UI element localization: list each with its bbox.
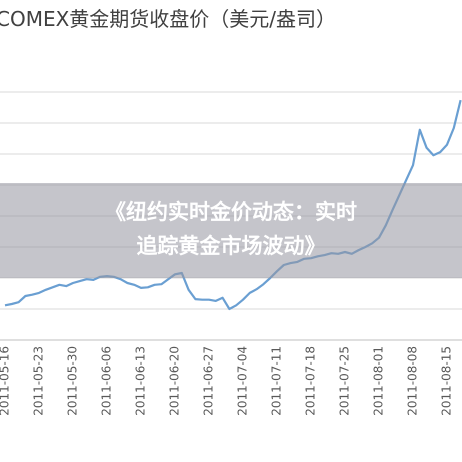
chart-title: COMEX黄金期货收盘价（美元/盎司） [0,7,336,31]
x-tick-label: 2011-06-27 [202,346,216,416]
x-tick-label: 2011-06-06 [100,346,114,416]
x-tick-label: 2011-08-01 [372,346,386,416]
banner-background [0,183,462,278]
x-tick-label: 2011-06-20 [168,346,182,416]
x-axis: 2011-05-16 2011-05-23 2011-05-30 2011-06-06… [0,339,462,416]
x-tick-label: 2011-08-15 [440,346,454,416]
banner-text: 《纽约实时金价动态：实时 [105,200,357,224]
x-tick-label: 2011-07-25 [338,346,352,416]
x-tick-label: 2011-06-13 [134,346,148,416]
x-tick-label: 2011-05-23 [32,346,46,416]
x-tick-label: 2011-07-04 [236,346,250,416]
x-tick-label: 2011-05-16 [0,346,12,416]
banner-text: 追踪黄金市场波动》 [137,234,326,258]
x-tick-label: 2011-07-11 [270,346,284,416]
x-tick-label: 2011-07-18 [304,346,318,416]
x-tick-label: 2011-05-30 [66,346,80,416]
x-tick-label: 2011-08-08 [406,346,420,416]
